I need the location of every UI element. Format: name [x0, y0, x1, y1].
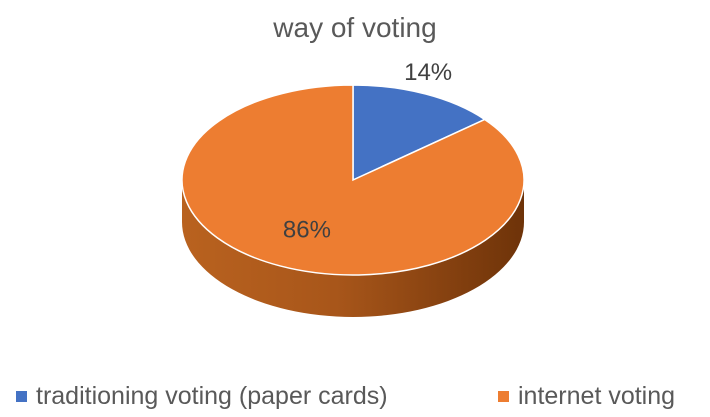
pie-slice-0 [352, 84, 487, 182]
legend: traditioning voting (paper cards) intern… [0, 382, 710, 416]
chart-title: way of voting [273, 12, 437, 43]
legend-swatch-internet [498, 391, 509, 402]
data-label-1: 86% [283, 217, 331, 244]
pie-label-group: 14% 86% [283, 59, 452, 244]
pie-top-group [181, 84, 525, 276]
pie-side-group [182, 180, 524, 317]
legend-swatch-traditional [16, 391, 27, 402]
pie-slice-1 [181, 84, 525, 276]
legend-label-traditional: traditioning voting (paper cards) [36, 382, 388, 410]
legend-item-traditional: traditioning voting (paper cards) [16, 382, 388, 411]
legend-item-internet: internet voting [498, 382, 675, 411]
pie-side-wall [182, 180, 524, 317]
data-label-0: 14% [404, 59, 452, 86]
legend-label-internet: internet voting [518, 382, 676, 410]
